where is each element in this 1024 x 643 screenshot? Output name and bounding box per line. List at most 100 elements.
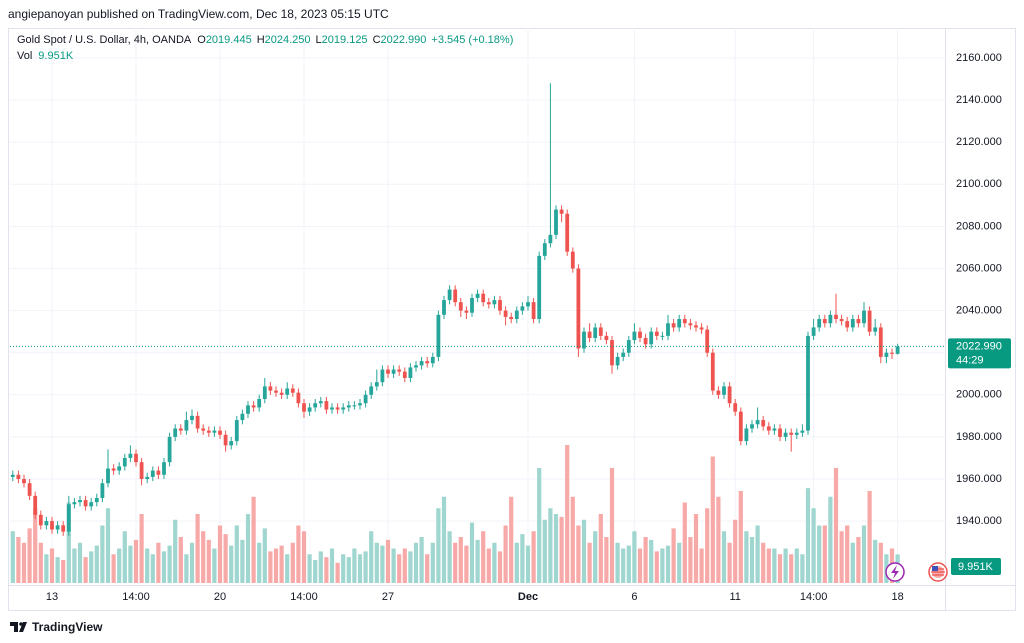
y-tick-label: 1980.000 [956,431,1002,443]
volume-bar [369,531,374,583]
candle-body [246,405,250,414]
candle-body [352,405,357,407]
candle-body [733,403,738,412]
candle-body [649,331,654,345]
candle-body [537,255,542,320]
volume-bar [273,548,279,583]
volume-bar [537,468,542,583]
candle-body [212,430,217,433]
x-tick-label: Dec [518,591,538,603]
candle-body [279,392,284,395]
volume-bar [637,548,643,583]
candle-body [447,289,452,301]
candle-body [44,521,49,526]
brand-logo [10,622,27,632]
volume-bar [100,525,105,583]
volume-badge-label: 9.951K [958,561,994,573]
volume-bar [329,548,335,583]
x-tick-label: 14:00 [800,591,828,603]
volume-bar [77,542,83,583]
volume-bar [441,496,447,583]
volume-bar [497,551,503,583]
volume-bar [654,551,659,583]
candle-body [593,327,598,338]
candle-body [671,323,676,328]
volume-bar [833,468,839,583]
candle-body [800,430,805,433]
volume-bar [61,560,66,583]
price-change: +3.545 (+0.18%) [431,34,513,46]
volume-bar [643,537,648,583]
candle-body [509,316,514,320]
candle-body [201,428,206,431]
volume-bar [133,539,139,583]
candle-body [498,300,502,311]
volume-bar [598,514,603,583]
volume-bar [805,488,811,583]
volume-bar [391,548,396,583]
volume-bar [548,508,553,583]
candle-body [794,432,799,435]
candle-body [330,407,334,410]
candle-body [122,457,127,467]
candle-body [750,424,754,429]
candle-body [374,382,379,387]
volume-bar [206,539,211,583]
volume-bar [509,496,514,583]
volume-bar [660,548,665,583]
candle-body [475,293,480,298]
last-price-badge [948,338,1011,369]
volume-bar [481,531,486,583]
candle-body [128,453,133,458]
candle-body [223,434,228,446]
candle-body [341,407,346,410]
candle-body [257,399,262,408]
volume-bar [94,545,99,583]
candle-body [514,310,519,320]
candle-body [834,314,838,320]
volume-bar [167,545,172,583]
candle-body [218,430,222,435]
volume-bar [296,525,301,583]
candle-body [570,251,575,269]
candle-body [806,335,810,431]
volume-bar [688,537,693,583]
candle-body [682,319,687,324]
volume-bar [279,545,284,583]
candle-body [738,411,743,442]
candle-body [318,401,323,404]
candle-body [33,495,38,515]
last-price-label: 2022.990 [956,340,1002,352]
candle-body [598,327,603,336]
event-icon[interactable] [885,562,905,582]
volume-bar [189,542,195,583]
volume-bar [839,531,844,583]
volume-bar [290,542,295,583]
candle-body [895,346,900,354]
y-tick-label: 2100.000 [956,178,1002,190]
y-tick-label: 1960.000 [956,473,1002,485]
country-icon[interactable] [928,562,948,582]
candle-body [766,426,771,431]
candle-body [414,365,418,368]
volume-bar [251,496,256,583]
candle-body [419,361,424,366]
volume-bar [682,502,687,583]
candle-body [582,331,586,349]
volume-bar [201,531,206,583]
x-tick-label: 27 [382,591,394,603]
volume-bar [16,537,21,583]
candle-body [83,500,88,507]
candle-body [106,468,110,484]
volume-bar [430,542,435,583]
candle-body [610,340,614,366]
x-tick-label: 14:00 [122,591,150,603]
volume-bar [727,542,732,583]
volume-bar [772,548,777,583]
candle-body [134,453,138,463]
volume-bar [531,531,536,583]
candle-body [839,319,844,322]
volume-bar [111,554,116,583]
volume-bar [178,537,183,583]
